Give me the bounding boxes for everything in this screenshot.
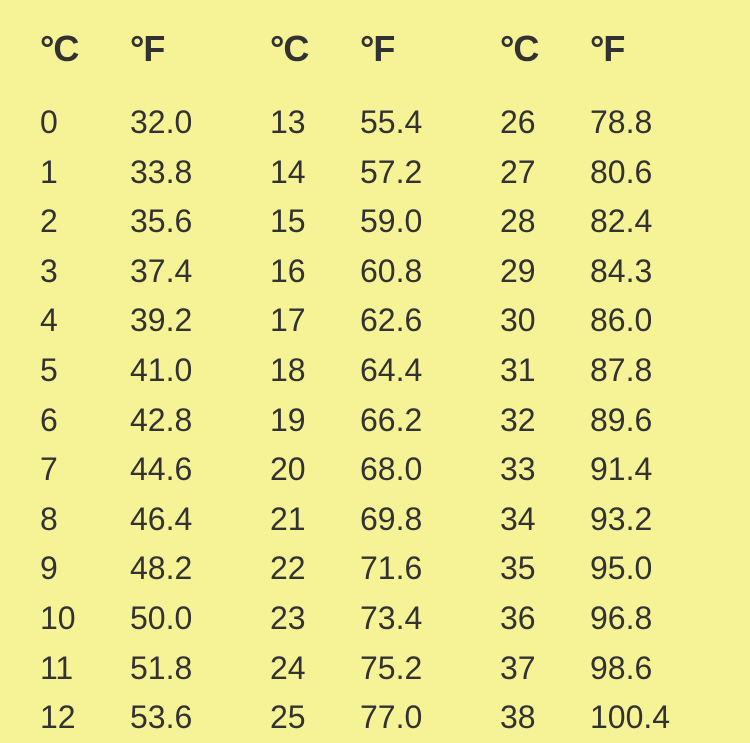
- cell-f: 59.0: [360, 197, 490, 247]
- cell-f: 71.6: [360, 544, 490, 594]
- header-celsius-2: °C: [260, 20, 360, 98]
- cell-c: 9: [30, 544, 130, 594]
- cell-f: 33.8: [130, 148, 260, 198]
- cell-c: 15: [260, 197, 360, 247]
- cell-f: 98.6: [590, 644, 720, 694]
- cell-c: 38: [490, 693, 590, 743]
- cell-f: 60.8: [360, 247, 490, 297]
- cell-c: 32: [490, 396, 590, 446]
- cell-f: 69.8: [360, 495, 490, 545]
- cell-f: 78.8: [590, 98, 720, 148]
- cell-f: 48.2: [130, 544, 260, 594]
- cell-c: 27: [490, 148, 590, 198]
- cell-c: 8: [30, 495, 130, 545]
- cell-f: 64.4: [360, 346, 490, 396]
- cell-c: 7: [30, 445, 130, 495]
- cell-c: 33: [490, 445, 590, 495]
- cell-f: 87.8: [590, 346, 720, 396]
- cell-c: 16: [260, 247, 360, 297]
- cell-c: 30: [490, 296, 590, 346]
- conversion-table-container: °C °F °C °F °C °F 0 32.0 13 55.4 26 78.8…: [30, 20, 720, 653]
- cell-f: 37.4: [130, 247, 260, 297]
- cell-c: 18: [260, 346, 360, 396]
- cell-c: 35: [490, 544, 590, 594]
- cell-c: 21: [260, 495, 360, 545]
- cell-f: 93.2: [590, 495, 720, 545]
- cell-f: 32.0: [130, 98, 260, 148]
- cell-f: 73.4: [360, 594, 490, 644]
- cell-c: 22: [260, 544, 360, 594]
- cell-f: 77.0: [360, 693, 490, 743]
- cell-f: 86.0: [590, 296, 720, 346]
- cell-c: 12: [30, 693, 130, 743]
- cell-f: 66.2: [360, 396, 490, 446]
- cell-f: 82.4: [590, 197, 720, 247]
- header-celsius-1: °C: [30, 20, 130, 98]
- cell-c: 19: [260, 396, 360, 446]
- cell-c: 28: [490, 197, 590, 247]
- cell-f: 51.8: [130, 644, 260, 694]
- cell-c: 20: [260, 445, 360, 495]
- cell-f: 50.0: [130, 594, 260, 644]
- cell-f: 55.4: [360, 98, 490, 148]
- cell-c: 10: [30, 594, 130, 644]
- cell-c: 17: [260, 296, 360, 346]
- cell-f: 91.4: [590, 445, 720, 495]
- cell-c: 25: [260, 693, 360, 743]
- cell-c: 1: [30, 148, 130, 198]
- cell-c: 3: [30, 247, 130, 297]
- cell-c: 34: [490, 495, 590, 545]
- cell-c: 37: [490, 644, 590, 694]
- cell-f: 75.2: [360, 644, 490, 694]
- header-fahrenheit-2: °F: [360, 20, 490, 98]
- cell-f: 68.0: [360, 445, 490, 495]
- cell-c: 2: [30, 197, 130, 247]
- cell-c: 13: [260, 98, 360, 148]
- cell-c: 36: [490, 594, 590, 644]
- cell-c: 31: [490, 346, 590, 396]
- cell-c: 5: [30, 346, 130, 396]
- cell-c: 24: [260, 644, 360, 694]
- cell-f: 84.3: [590, 247, 720, 297]
- cell-c: 26: [490, 98, 590, 148]
- cell-c: 14: [260, 148, 360, 198]
- cell-c: 4: [30, 296, 130, 346]
- cell-f: 46.4: [130, 495, 260, 545]
- header-celsius-3: °C: [490, 20, 590, 98]
- cell-f: 95.0: [590, 544, 720, 594]
- cell-f: 96.8: [590, 594, 720, 644]
- cell-f: 57.2: [360, 148, 490, 198]
- cell-f: 44.6: [130, 445, 260, 495]
- cell-f: 62.6: [360, 296, 490, 346]
- cell-f: 80.6: [590, 148, 720, 198]
- cell-f: 89.6: [590, 396, 720, 446]
- cell-f: 100.4: [590, 693, 720, 743]
- cell-c: 29: [490, 247, 590, 297]
- conversion-table: °C °F °C °F °C °F 0 32.0 13 55.4 26 78.8…: [30, 20, 720, 743]
- cell-c: 11: [30, 644, 130, 694]
- cell-f: 35.6: [130, 197, 260, 247]
- cell-c: 23: [260, 594, 360, 644]
- cell-f: 53.6: [130, 693, 260, 743]
- header-fahrenheit-1: °F: [130, 20, 260, 98]
- cell-c: 0: [30, 98, 130, 148]
- header-fahrenheit-3: °F: [590, 20, 720, 98]
- cell-c: 6: [30, 396, 130, 446]
- cell-f: 39.2: [130, 296, 260, 346]
- cell-f: 41.0: [130, 346, 260, 396]
- cell-f: 42.8: [130, 396, 260, 446]
